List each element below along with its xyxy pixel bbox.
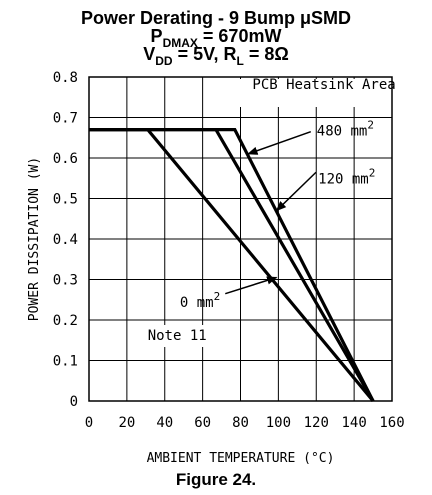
x-axis-title: AMBIENT TEMPERATURE (°C) [147,451,335,466]
plot-frame [88,76,393,402]
x-tick-label: 100 [266,415,291,431]
conditions-subtitle: VDD = 5V, RL = 8Ω [0,44,432,68]
area-label-background [236,79,390,107]
x-tick-label: 20 [118,415,135,431]
curve-label-2: 120 mm2 [318,166,375,187]
vdd-symbol: V [143,44,156,64]
chart-title: Power Derating - 9 Bump μSMD [80,8,352,28]
x-tick-label: 120 [304,415,329,431]
rl-value: = 8Ω [243,44,289,64]
curve-label-arrow-2 [275,171,317,212]
pdmax-subscript: DMAX [162,36,198,50]
rl-subscript: L [236,54,244,68]
series-line-3 [89,128,375,403]
curve-label-3: 0 mm2 [180,290,220,311]
y-tick-label: 0.7 [53,111,78,127]
x-tick-label: 60 [194,415,211,431]
x-tick-label: 40 [156,415,173,431]
y-tick-label: 0.4 [53,232,78,248]
vdd-value: = 5V, R [172,44,237,64]
note-label: Note 11 [148,328,207,344]
figure-caption: Figure 24. [175,470,257,489]
y-tick-label: 0.8 [53,70,78,86]
curve-label-arrow-3 [225,276,278,295]
pdmax-subtitle: PDMAX = 670mW [0,26,432,50]
y-tick-label: 0.3 [53,273,78,289]
y-tick-label: 0.2 [53,313,78,329]
note-label-background [141,325,226,347]
x-tick-label: 160 [379,415,404,431]
x-tick-label: 140 [341,415,366,431]
curve-label-1: 480 mm2 [317,119,374,140]
pdmax-value: = 670mW [197,26,282,46]
area-label: PCB Heatsink Area [252,77,395,93]
curve-label-arrow-1 [247,130,312,155]
y-tick-label: 0.1 [53,354,78,370]
y-tick-label: 0.6 [53,151,78,167]
y-tick-label: 0 [70,394,78,410]
x-tick-label: 80 [232,415,249,431]
y-tick-label: 0.5 [53,192,78,208]
y-axis-title: POWER DISSIPATION (W) [27,157,42,321]
pdmax-symbol: P [150,26,163,46]
x-tick-label: 0 [85,415,93,431]
vdd-subscript: DD [155,54,173,68]
